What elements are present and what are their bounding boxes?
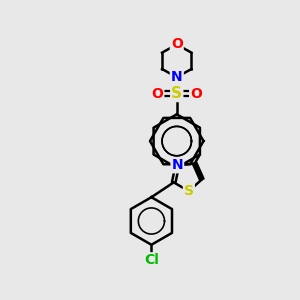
Text: N: N xyxy=(171,70,183,84)
Text: O: O xyxy=(171,38,183,52)
Text: S: S xyxy=(184,184,194,198)
Text: N: N xyxy=(171,70,183,84)
Text: S: S xyxy=(171,86,182,101)
Text: O: O xyxy=(152,86,164,100)
Text: N: N xyxy=(172,158,183,172)
Text: O: O xyxy=(190,86,202,100)
Text: Cl: Cl xyxy=(144,253,159,267)
